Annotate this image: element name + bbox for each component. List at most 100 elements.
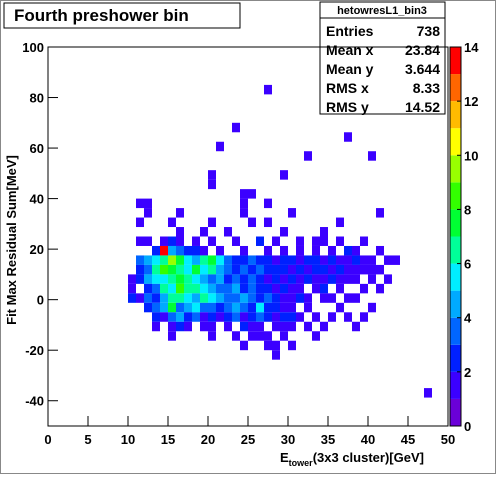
x-label-main: E	[280, 450, 289, 465]
heat-cell	[320, 227, 328, 237]
heat-cell	[144, 208, 152, 218]
heat-cell	[144, 255, 152, 265]
heat-cell	[128, 274, 136, 284]
heat-cell	[344, 132, 352, 142]
heat-cell	[168, 293, 176, 303]
heat-cell	[152, 274, 160, 284]
heat-cell	[288, 283, 296, 294]
heat-cell	[232, 293, 240, 303]
heat-cell	[216, 141, 224, 152]
heat-cell	[176, 302, 184, 313]
heat-cell	[280, 321, 288, 332]
frame	[47, 46, 449, 427]
heat-cell	[336, 255, 344, 265]
heat-cell	[320, 264, 328, 275]
heat-cell	[376, 264, 384, 275]
color-bar-frame	[449, 46, 462, 427]
heat-cell	[328, 264, 336, 275]
heat-cell	[200, 312, 208, 322]
heat-cell	[208, 255, 216, 265]
heat-cell	[216, 312, 224, 322]
heat-cell	[384, 274, 392, 284]
x-label-rest: (3x3 cluster)[GeV]	[313, 450, 424, 465]
x-tick-label: 20	[201, 432, 215, 447]
heat-cell	[232, 264, 240, 275]
heat-cell	[264, 198, 272, 209]
heat-cell	[368, 255, 376, 265]
heat-cell	[288, 340, 296, 351]
x-tick-label: 45	[401, 432, 415, 447]
color-bar-step	[450, 398, 461, 426]
heat-cell	[192, 274, 200, 284]
x-tick-label: 15	[161, 432, 175, 447]
heat-cell	[224, 293, 232, 303]
heat-cell	[304, 255, 312, 265]
heat-cell	[232, 255, 240, 265]
heat-cell	[304, 264, 312, 275]
heat-cell	[328, 245, 336, 256]
y-tick-label: 40	[30, 192, 44, 207]
heat-cell	[288, 302, 296, 313]
heat-cell	[240, 208, 248, 218]
heat-cell	[304, 302, 312, 313]
heat-cell	[272, 312, 280, 322]
heat-cell	[368, 302, 376, 313]
heat-cell	[168, 245, 176, 256]
heat-cell	[128, 283, 136, 294]
heat-cell	[320, 321, 328, 332]
heat-cell	[336, 236, 344, 246]
heat-cell	[232, 331, 240, 341]
heat-cell	[192, 255, 200, 265]
heat-cell	[256, 293, 264, 303]
heat-cell	[248, 302, 256, 313]
color-bar-step	[450, 236, 461, 264]
heat-cell	[264, 293, 272, 303]
heat-cell	[344, 245, 352, 256]
heat-cell	[248, 274, 256, 284]
heat-cell	[176, 264, 184, 275]
heat-cell	[296, 264, 304, 275]
heat-cell	[272, 321, 280, 332]
heat-cell	[232, 122, 240, 133]
heat-cell	[224, 264, 232, 275]
heat-cell	[144, 283, 152, 294]
heat-cell	[272, 255, 280, 265]
heat-cell	[240, 189, 248, 199]
heat-cell	[136, 236, 144, 246]
heat-cell	[144, 264, 152, 275]
heat-cell	[216, 274, 224, 284]
stats-label: Mean y	[326, 61, 374, 77]
heat-cell	[352, 321, 360, 332]
heat-cell	[320, 236, 328, 246]
heat-cell	[360, 283, 368, 294]
heat-cell	[144, 302, 152, 313]
x-tick-label: 40	[361, 432, 375, 447]
heat-cell	[248, 255, 256, 265]
heat-cell	[216, 255, 224, 265]
heat-cell	[160, 274, 168, 284]
heat-cell	[272, 302, 280, 313]
heat-cell	[280, 312, 288, 322]
heat-cell	[424, 388, 432, 398]
heat-cell	[264, 283, 272, 294]
heat-cell	[240, 264, 248, 275]
y-tick-label: 80	[30, 91, 44, 106]
x-tick-label: 25	[241, 432, 255, 447]
heat-cell	[264, 302, 272, 313]
heat-cell	[328, 293, 336, 303]
heat-cell	[224, 321, 232, 332]
heat-cell	[176, 274, 184, 284]
heat-cell	[344, 274, 352, 284]
y-tick-label: 100	[22, 40, 44, 55]
heat-cell	[160, 255, 168, 265]
x-tick-label: 5	[84, 432, 91, 447]
heat-cell	[184, 321, 192, 332]
stats-label: Mean x	[326, 42, 374, 58]
stats-value: 3.644	[405, 61, 440, 77]
heat-cell	[176, 236, 184, 246]
heat-cell	[216, 302, 224, 313]
heat-cell	[224, 274, 232, 284]
heat-cell	[216, 245, 224, 256]
heat-cell	[256, 236, 264, 246]
heat-cell	[280, 255, 288, 265]
